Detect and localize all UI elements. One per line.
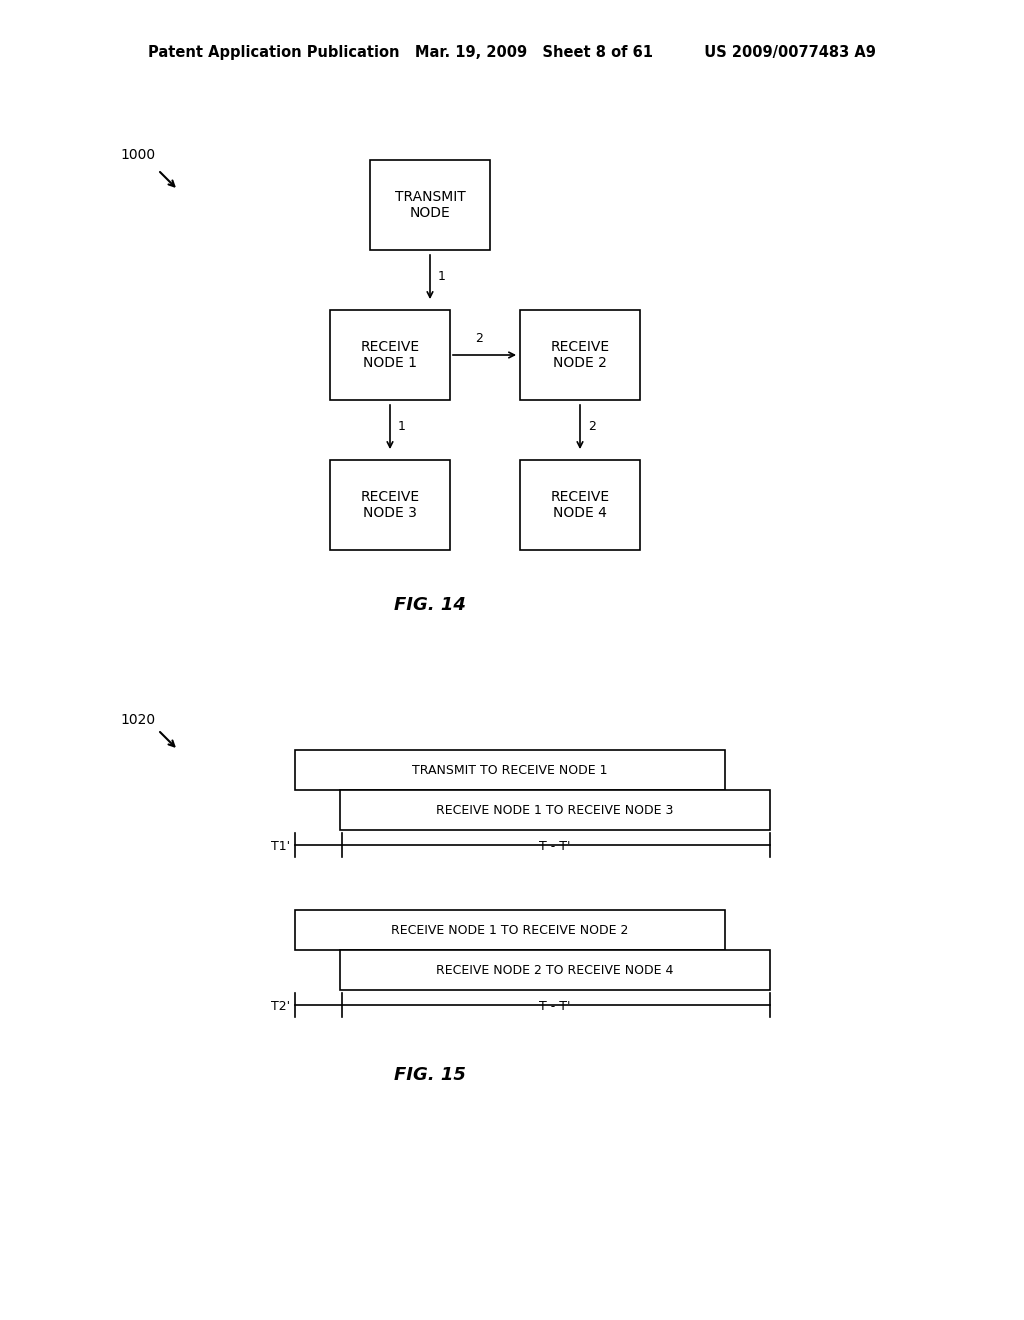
Bar — [295, 909, 725, 950]
Bar — [295, 750, 725, 789]
Text: RECEIVE
NODE 2: RECEIVE NODE 2 — [551, 339, 609, 370]
Text: 1: 1 — [438, 269, 445, 282]
Text: 2: 2 — [475, 333, 483, 345]
Bar — [340, 789, 770, 830]
Bar — [370, 160, 490, 249]
Text: Patent Application Publication   Mar. 19, 2009   Sheet 8 of 61          US 2009/: Patent Application Publication Mar. 19, … — [148, 45, 876, 59]
Text: TRANSMIT
NODE: TRANSMIT NODE — [394, 190, 465, 220]
Text: T - T': T - T' — [540, 841, 570, 854]
Text: T - T': T - T' — [540, 1001, 570, 1014]
Bar — [520, 459, 640, 550]
Text: 1020: 1020 — [120, 713, 155, 727]
Text: RECEIVE
NODE 3: RECEIVE NODE 3 — [360, 490, 420, 520]
Text: RECEIVE NODE 1 TO RECEIVE NODE 3: RECEIVE NODE 1 TO RECEIVE NODE 3 — [436, 804, 674, 817]
Text: 1000: 1000 — [120, 148, 155, 162]
Text: T1': T1' — [271, 841, 290, 854]
Text: RECEIVE NODE 2 TO RECEIVE NODE 4: RECEIVE NODE 2 TO RECEIVE NODE 4 — [436, 964, 674, 977]
Text: RECEIVE
NODE 4: RECEIVE NODE 4 — [551, 490, 609, 520]
Bar — [520, 310, 640, 400]
Text: FIG. 14: FIG. 14 — [394, 597, 466, 614]
Text: RECEIVE
NODE 1: RECEIVE NODE 1 — [360, 339, 420, 370]
Bar — [330, 310, 450, 400]
Text: 1: 1 — [398, 421, 406, 433]
Text: 2: 2 — [588, 421, 596, 433]
Text: FIG. 15: FIG. 15 — [394, 1067, 466, 1084]
Bar — [330, 459, 450, 550]
Text: T2': T2' — [271, 1001, 290, 1014]
Bar — [340, 950, 770, 990]
Text: TRANSMIT TO RECEIVE NODE 1: TRANSMIT TO RECEIVE NODE 1 — [413, 763, 608, 776]
Text: RECEIVE NODE 1 TO RECEIVE NODE 2: RECEIVE NODE 1 TO RECEIVE NODE 2 — [391, 924, 629, 936]
